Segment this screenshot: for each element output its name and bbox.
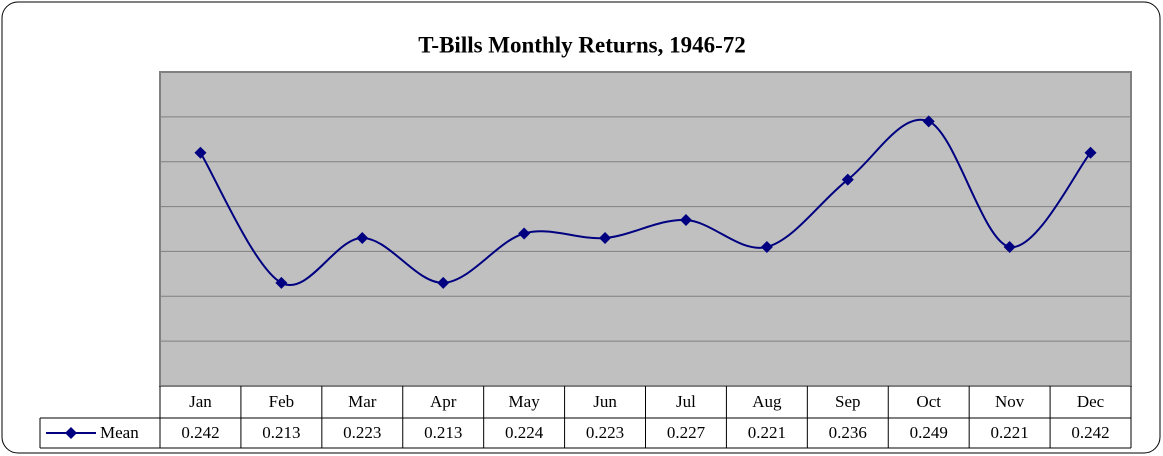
legend-label: Mean [100,423,139,442]
marker [922,115,935,128]
x-tick-label: Oct [916,392,941,411]
marker [599,231,612,244]
marker [194,146,207,159]
table-value: 0.213 [262,423,300,442]
marker [1003,240,1016,253]
x-tick-label: Sep [835,392,861,411]
table-value: 0.223 [343,423,381,442]
marker [356,231,369,244]
x-tick-label: Jan [189,392,212,411]
table-value: 0.221 [748,423,786,442]
marker [1084,146,1097,159]
table-value: 0.227 [667,423,706,442]
marker [841,173,854,186]
table-value: 0.221 [991,423,1029,442]
chart-title: T-Bills Monthly Returns, 1946-72 [418,32,746,57]
x-tick-label: May [509,392,541,411]
table-value: 0.224 [505,423,544,442]
table-value: 0.236 [829,423,867,442]
marker [679,214,692,227]
marker [518,227,531,240]
table-value: 0.242 [1071,423,1109,442]
series-line [199,118,1092,286]
marker [275,276,288,289]
x-tick-label: Aug [752,392,782,411]
x-tick-label: Jun [593,392,617,411]
marker [437,276,450,289]
x-tick-label: Feb [269,392,295,411]
x-tick-label: Dec [1077,392,1105,411]
x-tick-label: Nov [995,392,1025,411]
x-tick-label: Mar [348,392,377,411]
table-value: 0.242 [181,423,219,442]
marker [760,240,773,253]
table-value: 0.249 [910,423,948,442]
table-value: 0.213 [424,423,462,442]
table-value: 0.223 [586,423,624,442]
plot-area [159,71,1132,387]
x-tick-label: Jul [676,392,696,411]
legend-marker [65,427,77,439]
x-tick-label: Apr [430,392,457,411]
